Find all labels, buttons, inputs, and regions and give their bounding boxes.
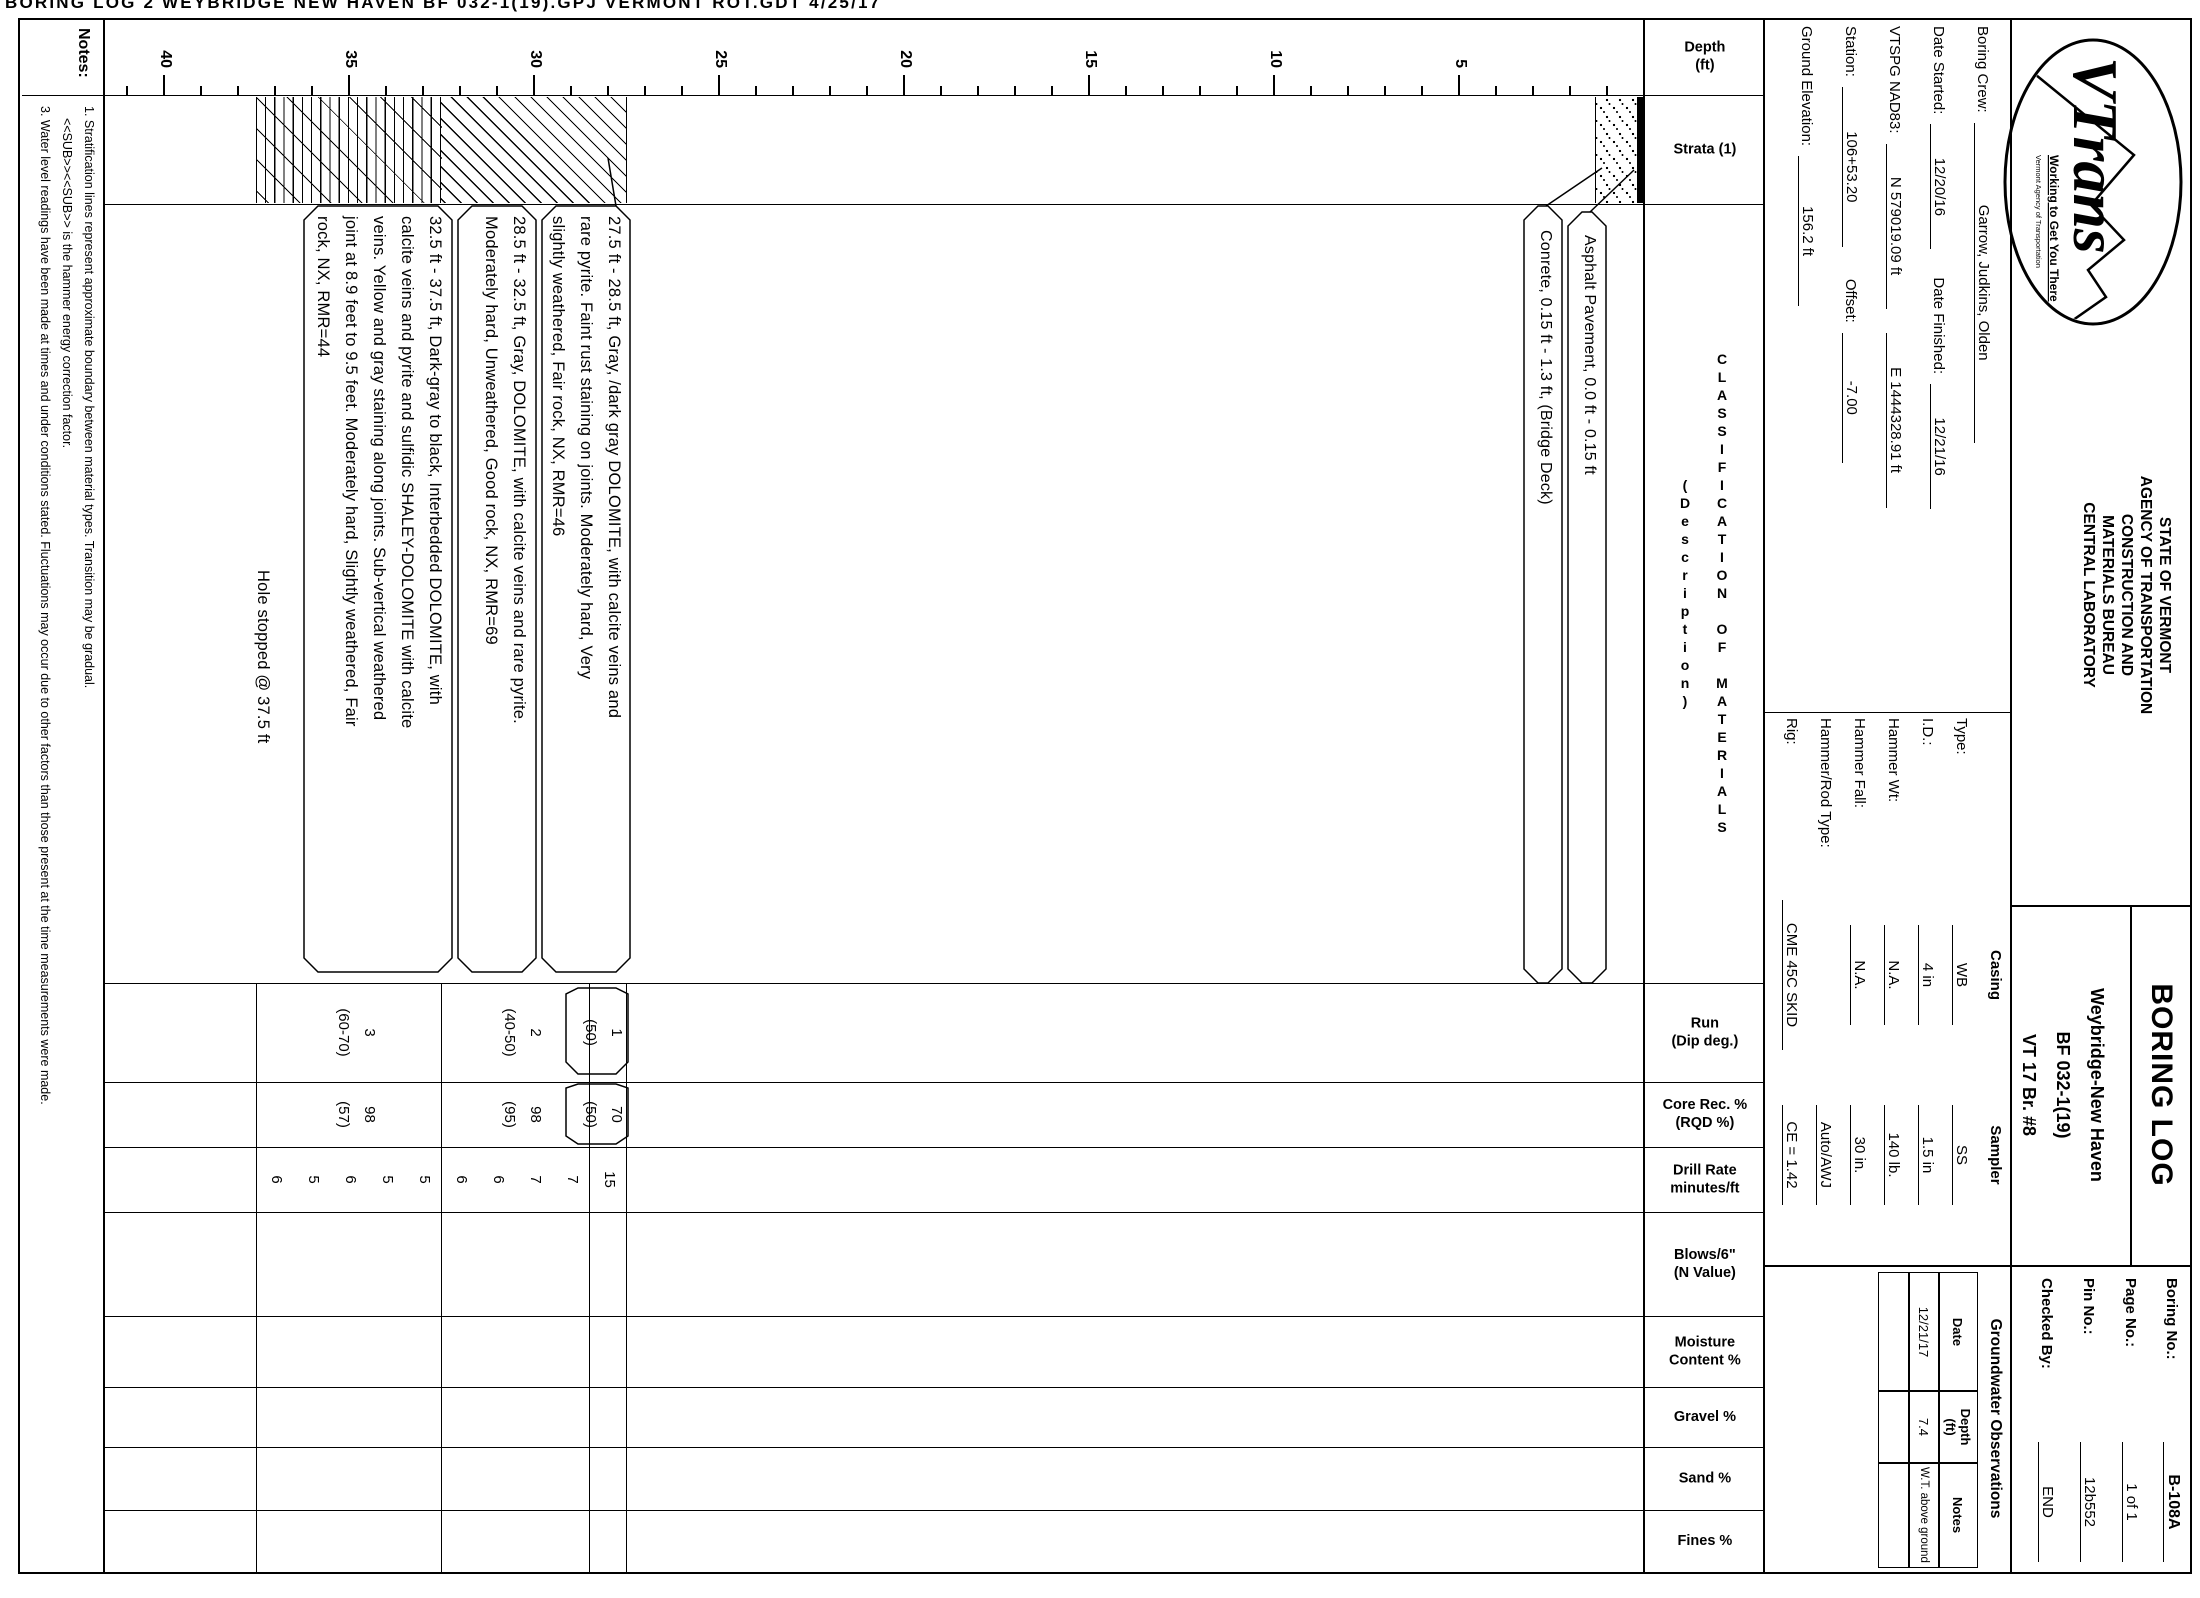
logo-subtext: Vermont Agency of Transportation bbox=[2034, 155, 2043, 268]
vtrans-logo: VTrans Working to Get You There Vermont … bbox=[2003, 38, 2183, 326]
notes-label: Notes: bbox=[75, 28, 92, 78]
note-item-1: 1. Stratification lines represent approx… bbox=[82, 106, 96, 689]
rock-desc-line: Moderately hard, Unweathered, Good rock,… bbox=[482, 216, 500, 645]
rock-desc-line: joint at 8.9 feet to 9.5 feet. Moderatel… bbox=[342, 216, 360, 727]
callout-concrete: Conrete, 0.15 ft - 1.3 ft, (Bridge Deck) bbox=[1537, 230, 1554, 505]
note-item-2: <<SUB>><<SUB>> is the hammer energy corr… bbox=[60, 118, 74, 449]
logo-tagline-text: Working to Get You There bbox=[2047, 155, 2061, 302]
note-item-3: 3. Water level readings have been made a… bbox=[38, 106, 52, 1105]
logo-brand-text: VTrans bbox=[2060, 57, 2131, 254]
callout-asphalt: Asphalt Pavement, 0.0 ft - 0.15 ft bbox=[1581, 235, 1598, 475]
rock-desc-line: veins. Yellow and gray staining along jo… bbox=[370, 216, 388, 721]
rock-desc-line: 32.5 ft - 37.5 ft, Dark-gray to black, I… bbox=[426, 216, 444, 705]
rock-desc-line: 27.5 ft - 28.5 ft, Gray, /dark gray DOLO… bbox=[605, 216, 623, 719]
rock-desc-line: 28.5 ft - 32.5 ft, Gray, DOLOMITE, with … bbox=[510, 216, 528, 724]
rock-desc-line: calcite veins and pyrite and sulfidic SH… bbox=[398, 216, 416, 729]
rock-desc-line: rock, NX, RMR=44 bbox=[314, 216, 332, 358]
rock-desc-line: slightly weathered, Fair rock, NX, RMR=4… bbox=[549, 216, 567, 537]
rock-desc-line: rare pyrite. Faint rust staining on join… bbox=[577, 216, 595, 680]
hole-stopped-note: Hole stopped @ 37.5 ft bbox=[254, 570, 272, 744]
